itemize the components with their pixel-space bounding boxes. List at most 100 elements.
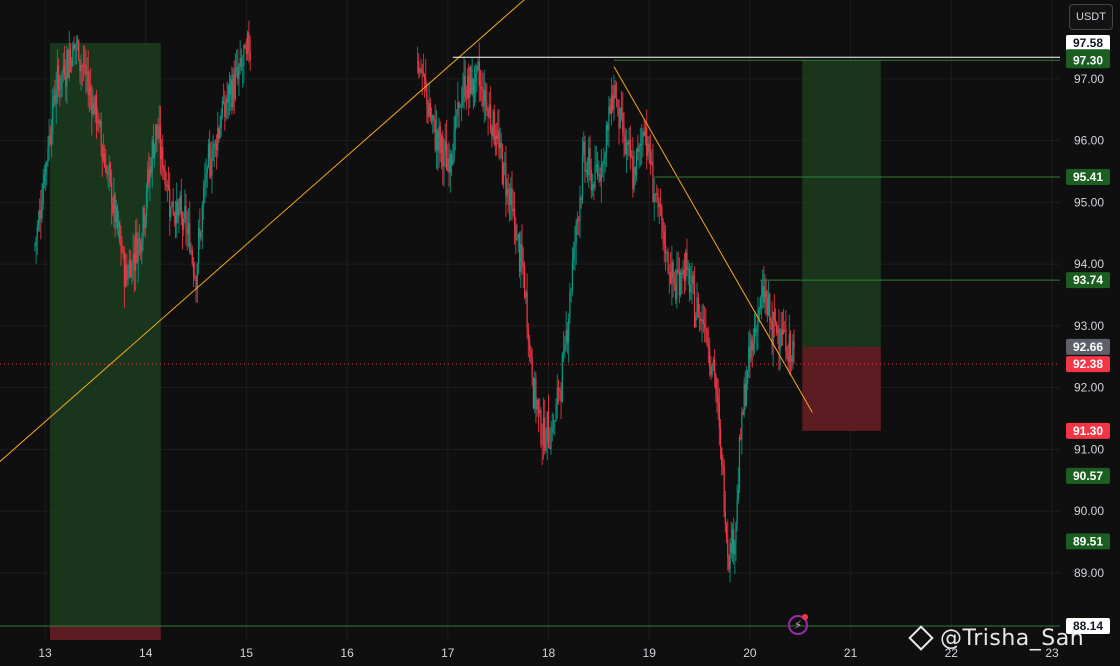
time-axis[interactable]: 13 14 15 16 17 18 19 20 21 22 23: [38, 646, 1059, 660]
candle-body: [622, 112, 624, 133]
candle-body: [85, 66, 87, 75]
x-tick-label: 14: [139, 646, 153, 660]
y-tick-label: 95.00: [1074, 195, 1104, 209]
candle-body: [748, 346, 750, 371]
candle-body: [56, 65, 59, 91]
candle-body: [458, 102, 460, 108]
candle-body: [462, 88, 464, 103]
candle-body: [445, 141, 448, 171]
candle-body: [646, 127, 648, 157]
candle-body: [131, 262, 133, 278]
candle-body: [60, 75, 62, 91]
candle-body: [473, 83, 476, 95]
candle-body: [186, 228, 188, 235]
candle-body: [711, 364, 713, 376]
candle-body: [115, 206, 117, 222]
candle-body: [506, 188, 508, 197]
candle-body: [149, 166, 151, 183]
price-axis[interactable]: 97.00 96.00 95.00 94.00 93.00 92.00 91.00 90.00…: [1074, 72, 1104, 580]
candle-body: [725, 524, 728, 540]
candle-body: [559, 389, 561, 392]
candle-body: [128, 259, 130, 277]
candle-body: [499, 142, 501, 149]
candle-body: [774, 319, 777, 323]
candle-body: [39, 210, 41, 222]
candle-body: [625, 142, 628, 155]
candle-body: [493, 111, 495, 145]
candle-body: [464, 76, 466, 98]
candle-body: [237, 66, 239, 80]
candle-body: [727, 539, 729, 558]
candle-body: [71, 61, 73, 67]
candle-body: [163, 167, 165, 171]
trendline: [0, 0, 525, 463]
candle-body: [190, 250, 192, 253]
candle-body: [547, 411, 550, 447]
candle-body: [36, 226, 38, 239]
candle-body: [692, 275, 694, 285]
candle-body: [669, 272, 672, 285]
candle-body: [243, 45, 245, 66]
stop-zone: [50, 626, 161, 640]
shaded-zones: [50, 43, 881, 640]
candle-body: [589, 148, 591, 170]
candle-body: [555, 403, 557, 422]
candle-body: [776, 322, 778, 333]
candle-body: [232, 74, 234, 108]
candle-body: [736, 500, 738, 523]
candle-body: [196, 263, 198, 290]
candle-body: [526, 292, 528, 330]
candle-body: [520, 244, 522, 272]
binance-logo-icon: [908, 625, 934, 651]
candle-body: [432, 115, 434, 121]
candle-body: [667, 252, 669, 274]
candle-body: [159, 125, 162, 160]
candle-body: [500, 142, 502, 148]
candle-body: [502, 164, 505, 185]
candle-body: [191, 250, 193, 263]
candle-body: [764, 290, 766, 303]
candle-body: [68, 49, 70, 79]
candle-body: [86, 71, 88, 75]
candle-body: [595, 164, 597, 167]
candle-body: [99, 120, 101, 124]
candle-body: [557, 387, 560, 390]
candle-body: [756, 330, 758, 333]
candle-body: [40, 210, 42, 219]
target-zone: [50, 43, 161, 626]
candle-body: [119, 221, 121, 242]
price-tag: 97.30: [1073, 53, 1103, 67]
candle-body: [570, 290, 572, 292]
candle-body: [137, 238, 139, 263]
candle-body: [172, 201, 174, 214]
lightning-icon[interactable]: ⚡: [788, 615, 808, 635]
candle-body: [166, 184, 168, 186]
candle-body: [644, 127, 647, 136]
candle-body: [619, 108, 621, 128]
candle-body: [624, 136, 626, 155]
candle-body: [67, 50, 69, 79]
currency-button[interactable]: USDT: [1069, 4, 1113, 30]
y-tick-label: 90.00: [1074, 504, 1104, 518]
candle-body: [656, 193, 658, 195]
candle-body: [513, 208, 516, 225]
candle-body: [138, 238, 141, 241]
candle-body: [629, 139, 631, 158]
candle-body: [569, 291, 571, 319]
price-tag: 92.38: [1073, 357, 1103, 371]
candle-body: [758, 308, 760, 319]
candle-body: [222, 101, 225, 104]
candle-body: [731, 529, 734, 553]
candle-body: [671, 261, 673, 285]
candle-body: [209, 144, 211, 159]
candle-body: [174, 216, 177, 224]
candle-body: [504, 163, 506, 165]
candle-body: [685, 252, 687, 281]
candle-body: [194, 276, 196, 278]
candle-body: [778, 328, 780, 350]
candle-body: [430, 118, 433, 121]
price-tag-bg: [1066, 422, 1110, 439]
candle-body: [58, 65, 60, 90]
candle-body: [429, 103, 431, 119]
